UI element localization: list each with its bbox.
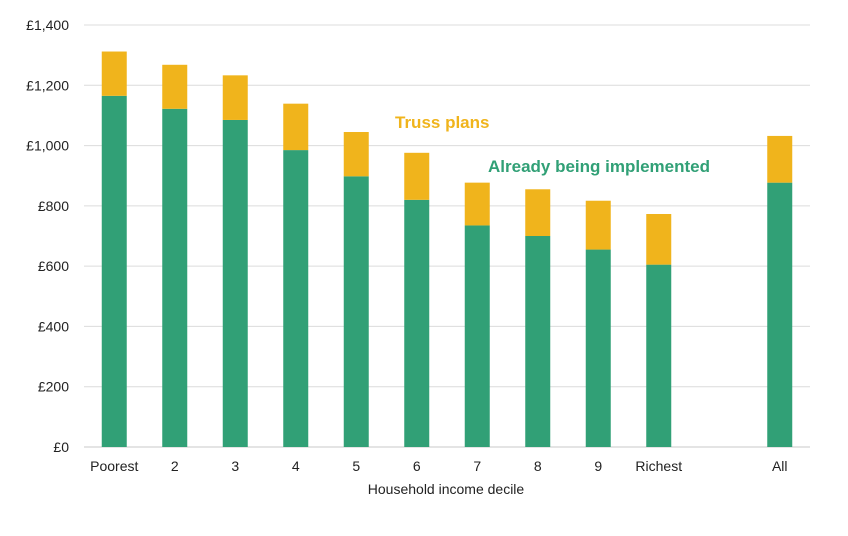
x-tick-label: All xyxy=(772,458,788,474)
x-tick-label: 2 xyxy=(171,458,179,474)
y-tick-label: £1,200 xyxy=(26,77,69,93)
bars xyxy=(101,51,793,448)
bar-truss-plans xyxy=(767,135,793,183)
bar-already-implemented xyxy=(101,95,127,447)
y-tick-label: £1,000 xyxy=(26,138,69,154)
gridlines xyxy=(84,24,810,448)
bar-already-implemented xyxy=(162,108,188,447)
bar-truss-plans xyxy=(464,182,490,226)
y-tick-label: £400 xyxy=(38,318,69,334)
x-tick-label: Poorest xyxy=(90,458,138,474)
x-tick-label: 8 xyxy=(534,458,542,474)
x-tick-label: 4 xyxy=(292,458,300,474)
y-axis-ticks: £0 £200 £400 £600 £800 £1,000 £1,200 £1,400 xyxy=(26,17,69,455)
y-tick-label: £800 xyxy=(38,198,69,214)
x-tick-label: 3 xyxy=(231,458,239,474)
bar-truss-plans xyxy=(404,152,430,200)
bar-already-implemented xyxy=(404,199,430,447)
y-tick-label: £1,400 xyxy=(26,17,69,33)
bar-already-implemented xyxy=(222,119,248,447)
bar-truss-plans xyxy=(222,75,248,120)
y-tick-label: £0 xyxy=(53,439,69,455)
x-tick-label: 9 xyxy=(594,458,602,474)
legend-label-already-implemented: Already being implemented xyxy=(488,157,710,176)
bar-already-implemented xyxy=(646,264,672,447)
bar-already-implemented xyxy=(525,236,551,447)
legend-label-truss-plans: Truss plans xyxy=(395,113,489,132)
bar-truss-plans xyxy=(283,103,309,151)
y-tick-label: £600 xyxy=(38,258,69,274)
y-tick-label: £200 xyxy=(38,379,69,395)
bar-already-implemented xyxy=(343,176,369,447)
bar-already-implemented xyxy=(283,150,309,448)
bar-already-implemented xyxy=(464,225,490,447)
bar-already-implemented xyxy=(585,249,611,447)
x-tick-label: Richest xyxy=(635,458,682,474)
bar-truss-plans xyxy=(646,213,672,265)
x-axis-ticks: Poorest 2 3 4 5 6 7 8 9 Richest All xyxy=(90,458,787,474)
bar-already-implemented xyxy=(767,182,793,447)
bar-truss-plans xyxy=(525,189,551,236)
x-tick-label: 7 xyxy=(473,458,481,474)
bar-truss-plans xyxy=(101,51,127,96)
x-tick-label: 6 xyxy=(413,458,421,474)
bar-truss-plans xyxy=(162,64,188,109)
x-tick-label: 5 xyxy=(352,458,360,474)
bar-truss-plans xyxy=(585,200,611,250)
x-axis-title: Household income decile xyxy=(368,481,525,497)
bar-truss-plans xyxy=(343,132,369,177)
